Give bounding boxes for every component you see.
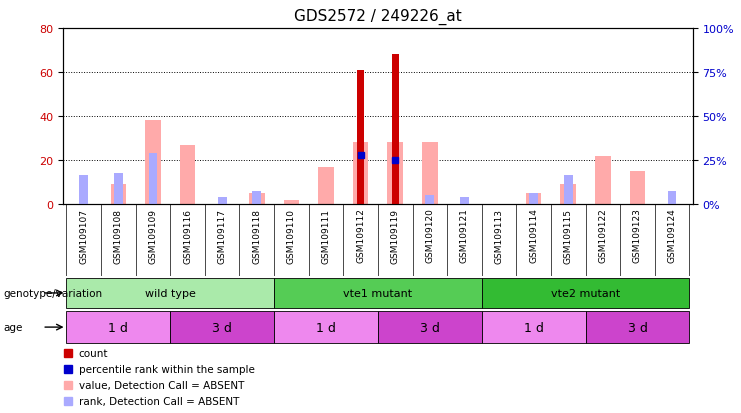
Text: count: count — [79, 348, 108, 358]
Text: rank, Detection Call = ABSENT: rank, Detection Call = ABSENT — [79, 396, 239, 406]
Text: wild type: wild type — [144, 288, 196, 298]
Text: GSM109124: GSM109124 — [668, 208, 677, 263]
Bar — [422, 143, 438, 204]
Bar — [460, 198, 469, 204]
Bar — [114, 174, 123, 204]
Text: percentile rank within the sample: percentile rank within the sample — [79, 364, 254, 374]
Text: 1 d: 1 d — [108, 321, 128, 334]
Bar — [560, 185, 576, 204]
Bar — [392, 55, 399, 204]
Bar — [595, 156, 611, 204]
Bar — [585, 311, 689, 343]
Text: age: age — [4, 322, 23, 332]
Bar — [110, 185, 126, 204]
Text: vte2 mutant: vte2 mutant — [551, 288, 620, 298]
Bar — [218, 198, 227, 204]
Text: value, Detection Call = ABSENT: value, Detection Call = ABSENT — [79, 380, 244, 390]
Bar — [67, 311, 170, 343]
Text: GSM109113: GSM109113 — [494, 208, 504, 263]
Text: GSM109118: GSM109118 — [252, 208, 262, 263]
Bar — [529, 193, 538, 204]
Bar — [67, 278, 274, 308]
Bar — [284, 200, 299, 204]
Text: GSM109117: GSM109117 — [218, 208, 227, 263]
Text: GSM109114: GSM109114 — [529, 208, 538, 263]
Bar — [170, 311, 274, 343]
Text: GSM109109: GSM109109 — [148, 208, 158, 263]
Text: GSM109122: GSM109122 — [598, 208, 608, 263]
Bar — [253, 191, 261, 204]
Text: 1 d: 1 d — [316, 321, 336, 334]
Text: GSM109107: GSM109107 — [79, 208, 88, 263]
Bar — [353, 143, 368, 204]
Text: 1 d: 1 d — [524, 321, 544, 334]
Text: 3 d: 3 d — [628, 321, 648, 334]
Bar — [274, 278, 482, 308]
Text: GSM109119: GSM109119 — [391, 208, 399, 263]
Text: GSM109112: GSM109112 — [356, 208, 365, 263]
Bar — [180, 145, 196, 204]
Bar — [249, 193, 265, 204]
Bar — [482, 311, 585, 343]
Text: GSM109123: GSM109123 — [633, 208, 642, 263]
Text: 3 d: 3 d — [212, 321, 232, 334]
Text: GSM109111: GSM109111 — [322, 208, 330, 263]
Bar — [425, 196, 434, 204]
Bar — [526, 193, 542, 204]
Bar — [668, 191, 677, 204]
Bar — [378, 311, 482, 343]
Bar — [357, 71, 364, 204]
Bar — [388, 143, 403, 204]
Text: GSM109108: GSM109108 — [114, 208, 123, 263]
Text: genotype/variation: genotype/variation — [4, 288, 103, 298]
Bar — [564, 176, 573, 204]
Bar — [79, 176, 88, 204]
Text: GSM109116: GSM109116 — [183, 208, 192, 263]
Text: GDS2572 / 249226_at: GDS2572 / 249226_at — [294, 9, 462, 25]
Bar — [149, 154, 157, 204]
Text: GSM109120: GSM109120 — [425, 208, 434, 263]
Text: GSM109115: GSM109115 — [564, 208, 573, 263]
Bar — [630, 171, 645, 204]
Text: GSM109110: GSM109110 — [287, 208, 296, 263]
Bar — [145, 121, 161, 204]
Text: 3 d: 3 d — [420, 321, 439, 334]
Bar — [482, 278, 689, 308]
Text: GSM109121: GSM109121 — [460, 208, 469, 263]
Text: vte1 mutant: vte1 mutant — [343, 288, 413, 298]
Bar — [318, 167, 333, 204]
Bar — [274, 311, 378, 343]
